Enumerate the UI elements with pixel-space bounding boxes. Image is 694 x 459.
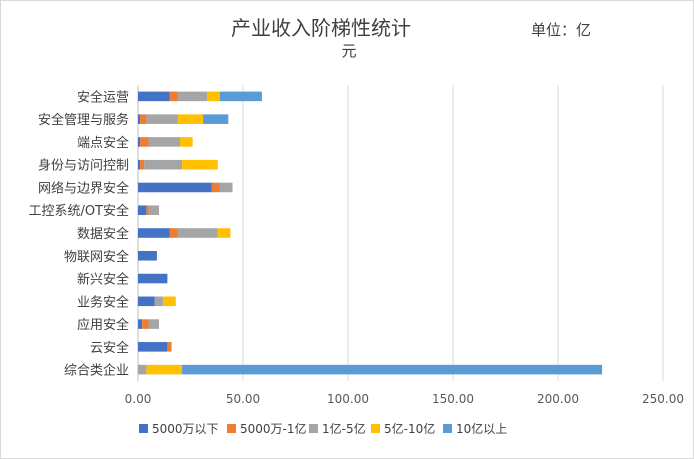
bar-segment [148,205,159,216]
bar-segment [182,364,603,375]
x-tick-label: 250.00 [642,392,684,406]
legend-swatch [371,424,380,433]
bar-segment [138,182,212,193]
bar-segment [177,91,208,102]
bar-segment [148,319,159,329]
x-tick-label: 200.00 [537,392,579,406]
x-axis-tick-labels: 0.00 50.00 100.00 150.00 200.00 250.00 [125,392,684,406]
bar-segment [138,137,141,147]
bar-segment [219,182,233,193]
legend-label: 5亿-10亿 [384,421,435,436]
bar-segment [203,114,229,124]
bar-segment [140,137,149,147]
category-label: 工控系统/OT安全 [28,203,129,219]
bar-segment [140,114,147,124]
x-tick-label: 0.00 [125,392,152,406]
bar-segment [138,159,141,170]
bar-segment [169,228,178,238]
category-label: 综合类企业 [64,363,129,379]
bar-segment [211,182,220,193]
legend-label: 5000万以下 [152,422,219,436]
bar-segment [144,159,183,170]
category-label: 物联网安全 [64,249,129,265]
unit-label-continued: 元 [341,42,356,60]
x-tick-label: 50.00 [226,392,260,406]
bar-segment [177,228,218,238]
bar-segment [207,91,220,102]
legend-label: 10亿以上 [456,421,507,436]
category-label: 端点安全 [77,135,129,151]
legend-label: 5000万-1亿 [240,421,307,436]
bar-segment [140,159,145,170]
x-tick-label: 100.00 [327,392,369,406]
category-label: 安全管理与服务 [38,112,129,128]
category-label: 数据安全 [77,226,129,242]
category-label: 应用安全 [77,317,129,333]
legend-swatch [309,424,318,433]
bar-segment [138,273,168,284]
category-labels: 安全运营安全管理与服务端点安全身份与访问控制网络与边界安全工控系统/OT安全数据… [28,89,129,378]
legend-swatch [139,424,148,433]
gridlines [137,85,664,381]
legend-label: 1亿-5亿 [322,421,366,436]
bar-segment [163,296,176,307]
bar-segment [146,114,178,124]
bar-segment [142,319,149,329]
legend-swatch [443,424,452,433]
chart-title: 产业收入阶梯性统计 [231,16,411,40]
bar-segment [138,228,170,238]
bar-segment [138,342,168,352]
bar-segment [138,205,147,216]
bar-segment [169,91,178,102]
bar-segment [146,364,183,375]
bar-segment [138,91,170,102]
bar-segment [146,205,149,216]
category-label: 新兴安全 [77,272,129,288]
bar-segment [138,250,157,261]
bar-segment [138,319,143,329]
x-tick-label: 150.00 [432,392,474,406]
bar-segment [180,137,193,147]
category-label: 云安全 [90,340,129,356]
bar-segment [177,114,204,124]
bar-segment [219,91,262,102]
category-label: 网络与边界安全 [38,180,129,196]
bar-segment [182,159,218,170]
legend-swatch [227,424,236,433]
bar-segment [138,296,155,307]
legend: 5000万以下 5000万-1亿 1亿-5亿 5亿-10亿 10亿以上 [139,421,507,436]
category-label: 安全运营 [77,89,129,105]
bar-segment [138,364,147,375]
bar-segment [167,342,172,352]
category-label: 业务安全 [77,294,129,310]
bars-group [138,91,603,375]
bar-segment [154,296,164,307]
unit-label: 单位：亿 [531,21,591,39]
category-label: 身份与访问控制 [38,158,129,174]
bar-segment [217,228,231,238]
bar-segment [138,114,141,124]
bar-segment [148,137,180,147]
